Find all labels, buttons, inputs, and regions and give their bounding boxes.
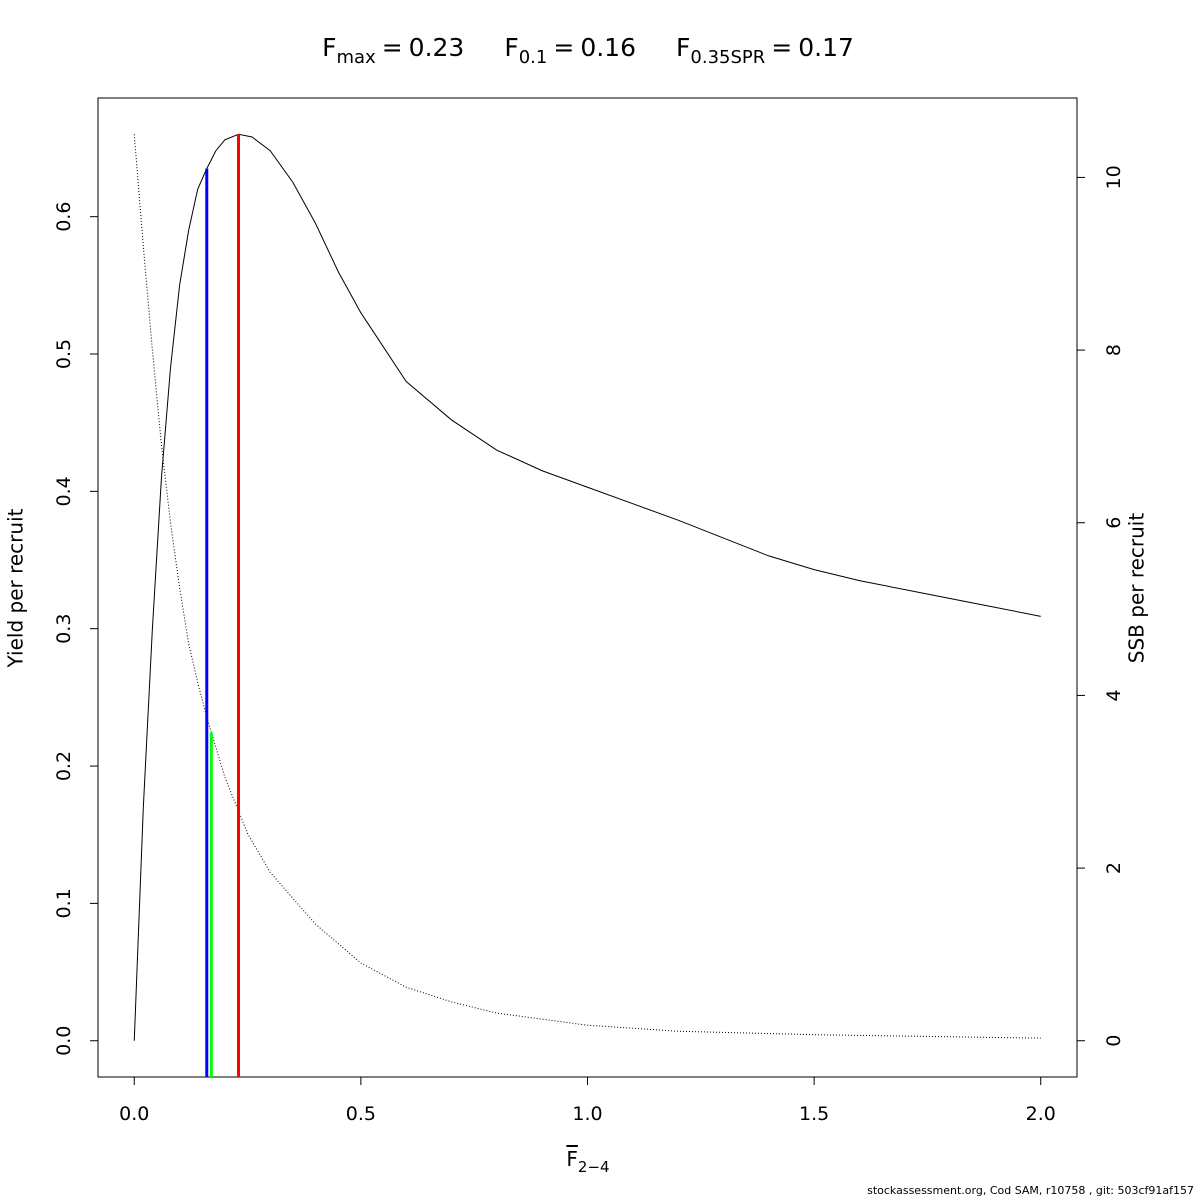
y-tick-label: 0.2 [53, 751, 75, 781]
y2-tick-label: 10 [1103, 165, 1125, 189]
title-subscript: 0.1 [519, 47, 548, 68]
x-tick-label: 0.5 [346, 1103, 376, 1125]
x-label-symbol: F [566, 1147, 578, 1171]
x-tick-label: 1.0 [572, 1103, 602, 1125]
y-tick-label: 0.4 [53, 476, 75, 506]
title-symbol: F [322, 33, 336, 62]
y2-tick-label: 8 [1103, 344, 1125, 356]
series-line [133, 134, 1041, 1039]
title-subscript: 0.35SPR [690, 47, 765, 68]
y-tick-label: 0.5 [53, 339, 75, 369]
series-line [133, 133, 1041, 1041]
title-symbol: F [676, 33, 690, 62]
title-symbol: F [504, 33, 518, 62]
footer: stockassessment.org, Cod SAM, r10758 , g… [867, 1184, 1194, 1197]
y2-tick-label: 0 [1103, 1035, 1125, 1047]
chart-title: Fmax = 0.23 F0.1 = 0.16 F0.35SPR = 0.17 [322, 33, 854, 68]
title-value: 0.17 [798, 33, 854, 62]
y2-axis-label: SSB per recruit [1125, 513, 1149, 664]
plot-frame [97, 97, 1078, 1078]
y-tick-label: 0.1 [53, 888, 75, 918]
title-value: 0.23 [409, 33, 465, 62]
y2-tick-label: 2 [1103, 862, 1125, 874]
title-relation: = [553, 33, 574, 62]
x-axis-label: F2−4 [566, 1147, 609, 1176]
x-label-subscript: 2−4 [578, 1158, 610, 1176]
x-tick-label: 0.0 [119, 1103, 149, 1125]
y2-tick-label: 6 [1103, 517, 1125, 529]
x-tick-label: 2.0 [1026, 1103, 1056, 1125]
y2-tick-label: 4 [1103, 689, 1125, 701]
title-value: 0.16 [580, 33, 636, 62]
y-tick-label: 0.6 [53, 202, 75, 232]
x-tick-label: 1.5 [799, 1103, 829, 1125]
y-tick-label: 0.0 [53, 1026, 75, 1056]
title-relation: = [382, 33, 403, 62]
title-subscript: max [337, 47, 377, 68]
y-tick-label: 0.3 [53, 614, 75, 644]
y-axis-label: Yield per recruit [4, 508, 28, 668]
title-relation: = [771, 33, 792, 62]
